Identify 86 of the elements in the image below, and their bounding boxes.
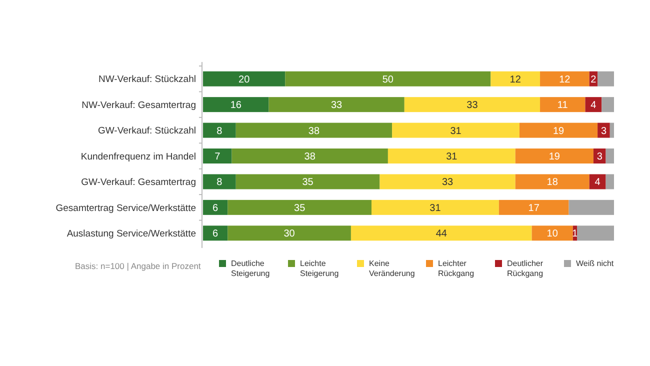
data-label: 8 [216,177,223,188]
legend-label: Leichter Rückgang [438,259,474,278]
y-tick-label: NW-Verkauf: Stückzahl [98,74,196,86]
bar [598,122,610,138]
data-label: 12 [510,74,522,86]
y-tick-label: Gesamtertrag Service/Werkstätte [56,202,196,214]
bar [589,174,606,190]
bar [490,71,540,86]
data-label: 8 [216,126,223,137]
bar [203,148,232,164]
bar [568,200,614,215]
bar [540,71,590,86]
bar [372,200,499,215]
data-label: 19 [548,152,560,162]
y-tick-label: Kundenfrequenz im Handel [80,151,196,162]
data-label: 30 [284,228,296,240]
data-label: 31 [446,152,458,162]
data-label: 33 [442,177,454,188]
bar [203,71,286,86]
data-label: 17 [528,202,540,214]
data-label: 6 [212,202,219,214]
data-label: 7 [214,152,221,162]
bar [228,226,351,241]
data-label: 44 [436,228,448,240]
bar [203,200,228,215]
data-label: 1 [572,228,578,240]
data-label: 20 [238,74,250,86]
data-label: 4 [590,100,597,112]
bar [532,226,573,241]
data-label: 4 [594,177,601,188]
y-tick-label: NW-Verkauf: Gesamtertrag [82,100,196,111]
y-tick-label: GW-Verkauf: Gesamtertrag [81,177,196,188]
bar [540,97,586,112]
legend-label: Weiß nicht [576,259,614,268]
data-label: 38 [308,126,320,137]
bar [232,148,388,164]
data-label: 31 [450,126,462,137]
data-label: 2 [590,74,597,86]
bar [203,226,228,241]
bar [606,148,614,164]
bar [392,122,520,138]
data-label: 3 [600,126,607,137]
bar [268,97,404,112]
data-label: 10 [546,228,558,240]
data-label: 35 [294,202,306,214]
bar [388,148,516,164]
bar [598,71,614,86]
data-label: 33 [466,100,478,112]
bar [606,174,614,190]
bar [519,122,598,138]
bar [203,174,236,190]
bar [350,226,532,241]
data-label: 11 [557,100,568,112]
bar [236,122,392,138]
y-tick-label: Auslastung Service/Werkstätte [66,228,196,240]
bar [498,200,569,215]
data-label: 31 [430,202,442,214]
y-tick-label: GW-Verkauf: Stückzahl [98,126,196,137]
bar [203,122,236,138]
data-label: 35 [302,177,314,188]
bar [602,97,614,112]
data-label: 3 [596,152,603,162]
bar [515,148,594,164]
bar [585,97,602,112]
bar [203,97,269,112]
data-label: 19 [552,126,565,137]
data-label: 12 [559,74,571,86]
data-label: 38 [304,152,316,162]
legend-label: Leichte Steigerung [300,259,339,278]
data-label: 16 [230,100,242,112]
bar [228,200,372,215]
legend-label: Keine Veränderung [369,259,415,278]
bar [236,174,380,190]
legend-label: Deutlicher Rückgang [507,259,544,278]
text: Basis: n=100 | Angabe in Prozent [75,261,202,271]
bar [285,71,491,86]
data-label: 6 [212,228,219,240]
bar [577,226,614,241]
data-label: 33 [331,100,343,112]
data-label: 18 [546,177,558,188]
bar [610,122,614,138]
bar [515,174,590,190]
data-label: 50 [382,74,394,86]
bar [380,174,516,190]
bar [404,97,540,112]
legend-label: Deutliche Steigerung [231,259,270,278]
